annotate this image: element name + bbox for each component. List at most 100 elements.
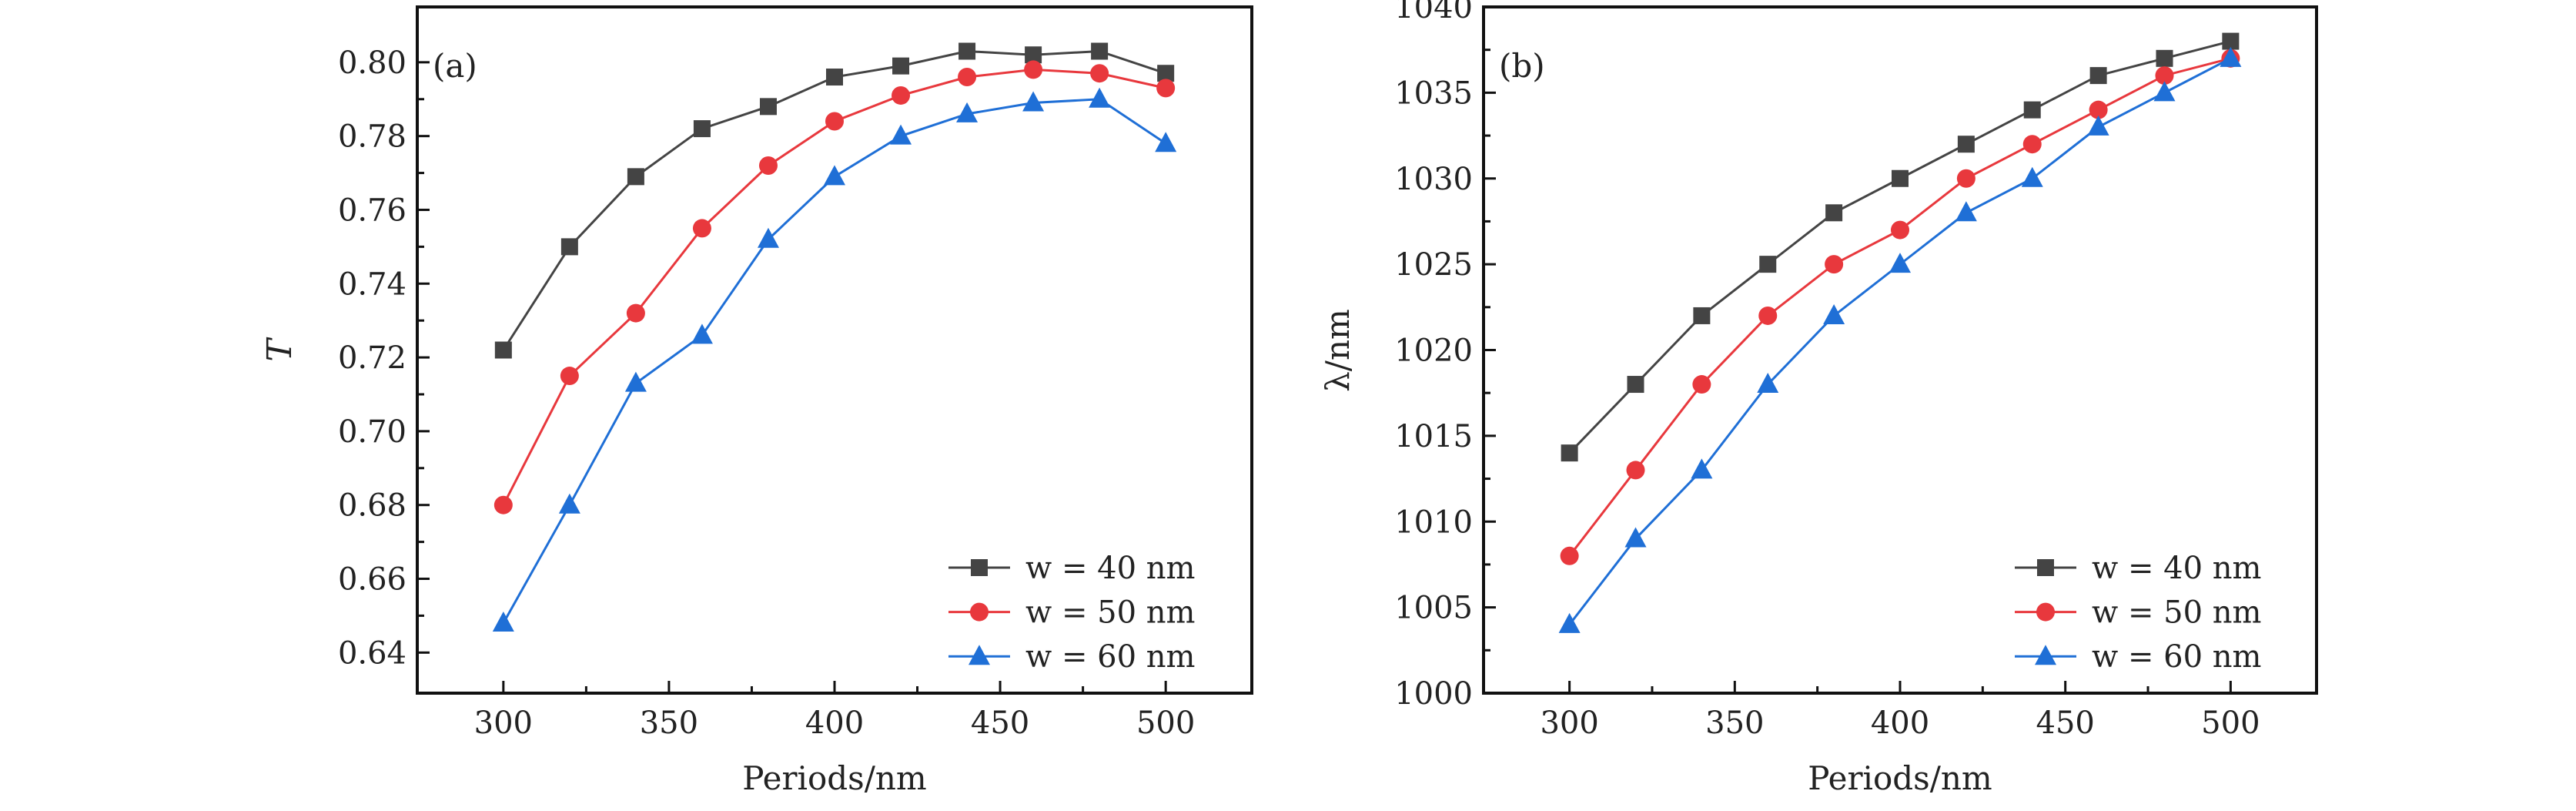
legend-marker-square — [971, 559, 988, 576]
y-tick-label: 0.72 — [338, 340, 406, 376]
data-point — [624, 371, 647, 392]
data-point — [1624, 527, 1647, 548]
plot-frame — [1482, 5, 2318, 695]
data-point — [1157, 65, 1175, 82]
legend-label: w = 40 nm — [2092, 551, 2262, 586]
legend-item: w = 50 nm — [948, 595, 1196, 631]
y-tick-label: 0.66 — [338, 562, 406, 598]
legend-label: w = 50 nm — [1025, 595, 1196, 631]
data-point — [890, 124, 912, 145]
data-point — [2089, 100, 2108, 119]
data-point — [826, 69, 843, 86]
legend-label: w = 60 nm — [2092, 639, 2262, 675]
data-point — [757, 227, 779, 248]
x-tick-label: 300 — [474, 705, 533, 741]
data-point — [1089, 87, 1111, 108]
x-axis-label-a: Periods/nm — [742, 759, 927, 797]
x-tick-label: 350 — [1705, 705, 1764, 741]
legend-marker-square — [2037, 559, 2054, 576]
x-tick-label: 400 — [1871, 705, 1929, 741]
data-point — [1825, 255, 1844, 274]
panel-label-a: (a) — [433, 47, 477, 85]
data-point — [1823, 303, 1845, 324]
data-point — [492, 611, 514, 632]
data-point — [759, 98, 777, 116]
data-point — [2023, 101, 2041, 119]
y-tick-label: 0.76 — [338, 193, 406, 228]
data-point — [2087, 115, 2109, 136]
panel-label-b: (b) — [1499, 47, 1545, 85]
data-point — [2156, 49, 2173, 67]
data-point — [1561, 444, 1578, 462]
data-point — [2220, 46, 2242, 67]
data-point — [1558, 612, 1581, 633]
y-tick-label: 1010 — [1394, 504, 1473, 540]
data-point — [691, 323, 713, 344]
data-point — [1691, 458, 1713, 479]
data-point — [1955, 201, 1977, 222]
data-point — [2155, 66, 2174, 85]
legend-marker-triangle — [969, 645, 990, 665]
x-tick-label: 500 — [1136, 705, 1195, 741]
data-point — [1025, 46, 1042, 64]
data-point — [1759, 256, 1777, 273]
data-point — [1692, 375, 1711, 394]
data-point — [1891, 220, 1909, 240]
data-point — [626, 303, 645, 323]
series-circle — [1560, 49, 2240, 565]
x-tick-label: 450 — [2036, 705, 2095, 741]
series-line — [1568, 40, 2231, 454]
y-axis-label-a: T — [260, 337, 299, 362]
y-tick-label: 1040 — [1394, 0, 1473, 25]
x-axis-label-b: Periods/nm — [1808, 759, 1992, 797]
series-triangle — [492, 87, 1177, 632]
y-tick-label: 1000 — [1394, 676, 1473, 712]
y-tick-label: 0.80 — [338, 45, 406, 81]
data-point — [1090, 64, 1109, 83]
x-tick-label: 350 — [640, 705, 698, 741]
chart-a: (a) Periods/nm T 300 350 400 450 500 0.64 0.66… — [260, 5, 1253, 797]
data-point — [2153, 81, 2176, 102]
x-tick-label: 500 — [2201, 705, 2260, 741]
data-point — [493, 495, 513, 514]
data-point — [1091, 42, 1109, 60]
data-point — [1155, 132, 1177, 152]
legend-marker-triangle — [2035, 645, 2056, 665]
y-tick-label: 1020 — [1394, 333, 1473, 369]
data-point — [558, 493, 580, 514]
series-line — [502, 68, 1166, 506]
legend-item: w = 40 nm — [2015, 551, 2262, 586]
y-tick-label: 1030 — [1394, 162, 1473, 197]
data-point — [758, 156, 778, 175]
series-circle — [493, 60, 1176, 514]
data-point — [1758, 306, 1778, 325]
series-square — [494, 42, 1175, 359]
legend-label: w = 50 nm — [2092, 595, 2262, 631]
data-point — [824, 165, 845, 186]
chart-b: (b) Periods/nm λ/nm 300 350 400 450 500 1000 1… — [1319, 0, 2318, 797]
data-point — [1693, 307, 1711, 324]
data-point — [2089, 67, 2107, 85]
legend-item: w = 60 nm — [2015, 639, 2262, 675]
data-point — [1627, 376, 1644, 394]
data-point — [1022, 91, 1045, 112]
series-square — [1561, 32, 2240, 462]
data-point — [1156, 79, 1176, 98]
data-point — [956, 102, 979, 122]
legend-item: w = 50 nm — [2015, 595, 2262, 631]
data-point — [1956, 169, 1975, 188]
data-point — [1889, 253, 1911, 273]
data-point — [1626, 461, 1645, 480]
data-point — [1957, 136, 1975, 153]
y-tick-label: 0.78 — [338, 119, 406, 155]
series-line — [1568, 57, 2232, 625]
y-tick-label: 1015 — [1394, 419, 1473, 454]
y-tick-label: 1025 — [1394, 247, 1473, 283]
data-point — [560, 367, 579, 386]
data-point — [1024, 60, 1043, 79]
y-tick-label: 0.68 — [338, 488, 406, 524]
data-point — [1825, 204, 1843, 222]
x-tick-label: 450 — [971, 705, 1029, 741]
